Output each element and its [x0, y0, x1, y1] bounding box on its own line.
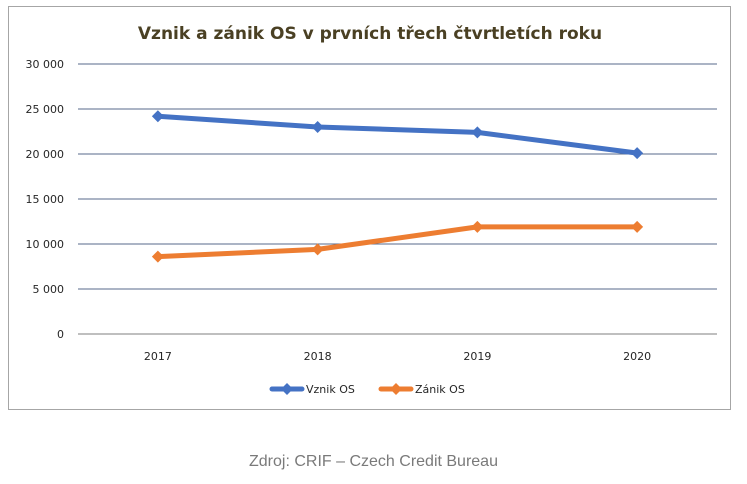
- y-tick-label: 25 000: [26, 103, 65, 116]
- source-caption: Zdroj: CRIF – Czech Credit Bureau: [249, 453, 498, 470]
- legend-label: Vznik OS: [306, 383, 355, 396]
- legend-swatch-marker: [281, 383, 293, 395]
- gridlines: [78, 63, 717, 335]
- x-tick-label: 2018: [304, 350, 332, 363]
- data-point: [471, 220, 484, 233]
- series-1: [151, 110, 644, 160]
- series-line: [155, 224, 640, 260]
- legend-item: Zánik OS: [378, 383, 465, 396]
- x-tick-label: 2019: [463, 350, 491, 363]
- series-lines: [151, 110, 644, 263]
- data-point: [631, 147, 644, 160]
- y-tick-label: 20 000: [26, 148, 65, 161]
- legend-swatch-marker: [390, 383, 402, 395]
- legend-label: Zánik OS: [415, 383, 465, 396]
- y-tick-label: 5 000: [33, 283, 65, 296]
- data-point: [151, 250, 164, 263]
- data-point: [631, 220, 644, 233]
- chart-title: Vznik a zánik OS v prvních třech čtvrtle…: [138, 24, 602, 44]
- y-tick-label: 30 000: [26, 58, 65, 71]
- data-point: [471, 126, 484, 139]
- x-tick-label: 2017: [144, 350, 172, 363]
- legend: Vznik OS Zánik OS: [269, 383, 465, 396]
- x-tick-label: 2020: [623, 350, 651, 363]
- line-chart: Vznik a zánik OS v prvních třech čtvrtle…: [26, 24, 717, 396]
- legend-item: Vznik OS: [269, 383, 355, 396]
- y-axis-ticks: 0 5 000 10 000 15 000 20 000 25 000 30 000: [26, 58, 65, 341]
- y-tick-label: 15 000: [26, 193, 65, 206]
- series-2: [151, 220, 644, 263]
- y-tick-label: 0: [57, 328, 64, 341]
- data-point: [311, 121, 324, 133]
- chart-frame: Vznik a zánik OS v prvních třech čtvrtle…: [8, 6, 731, 410]
- series-line: [155, 113, 640, 156]
- x-axis-ticks: 2017 2018 2019 2020: [144, 350, 651, 363]
- data-point: [151, 110, 164, 123]
- y-tick-label: 10 000: [26, 238, 65, 251]
- data-point: [311, 243, 324, 256]
